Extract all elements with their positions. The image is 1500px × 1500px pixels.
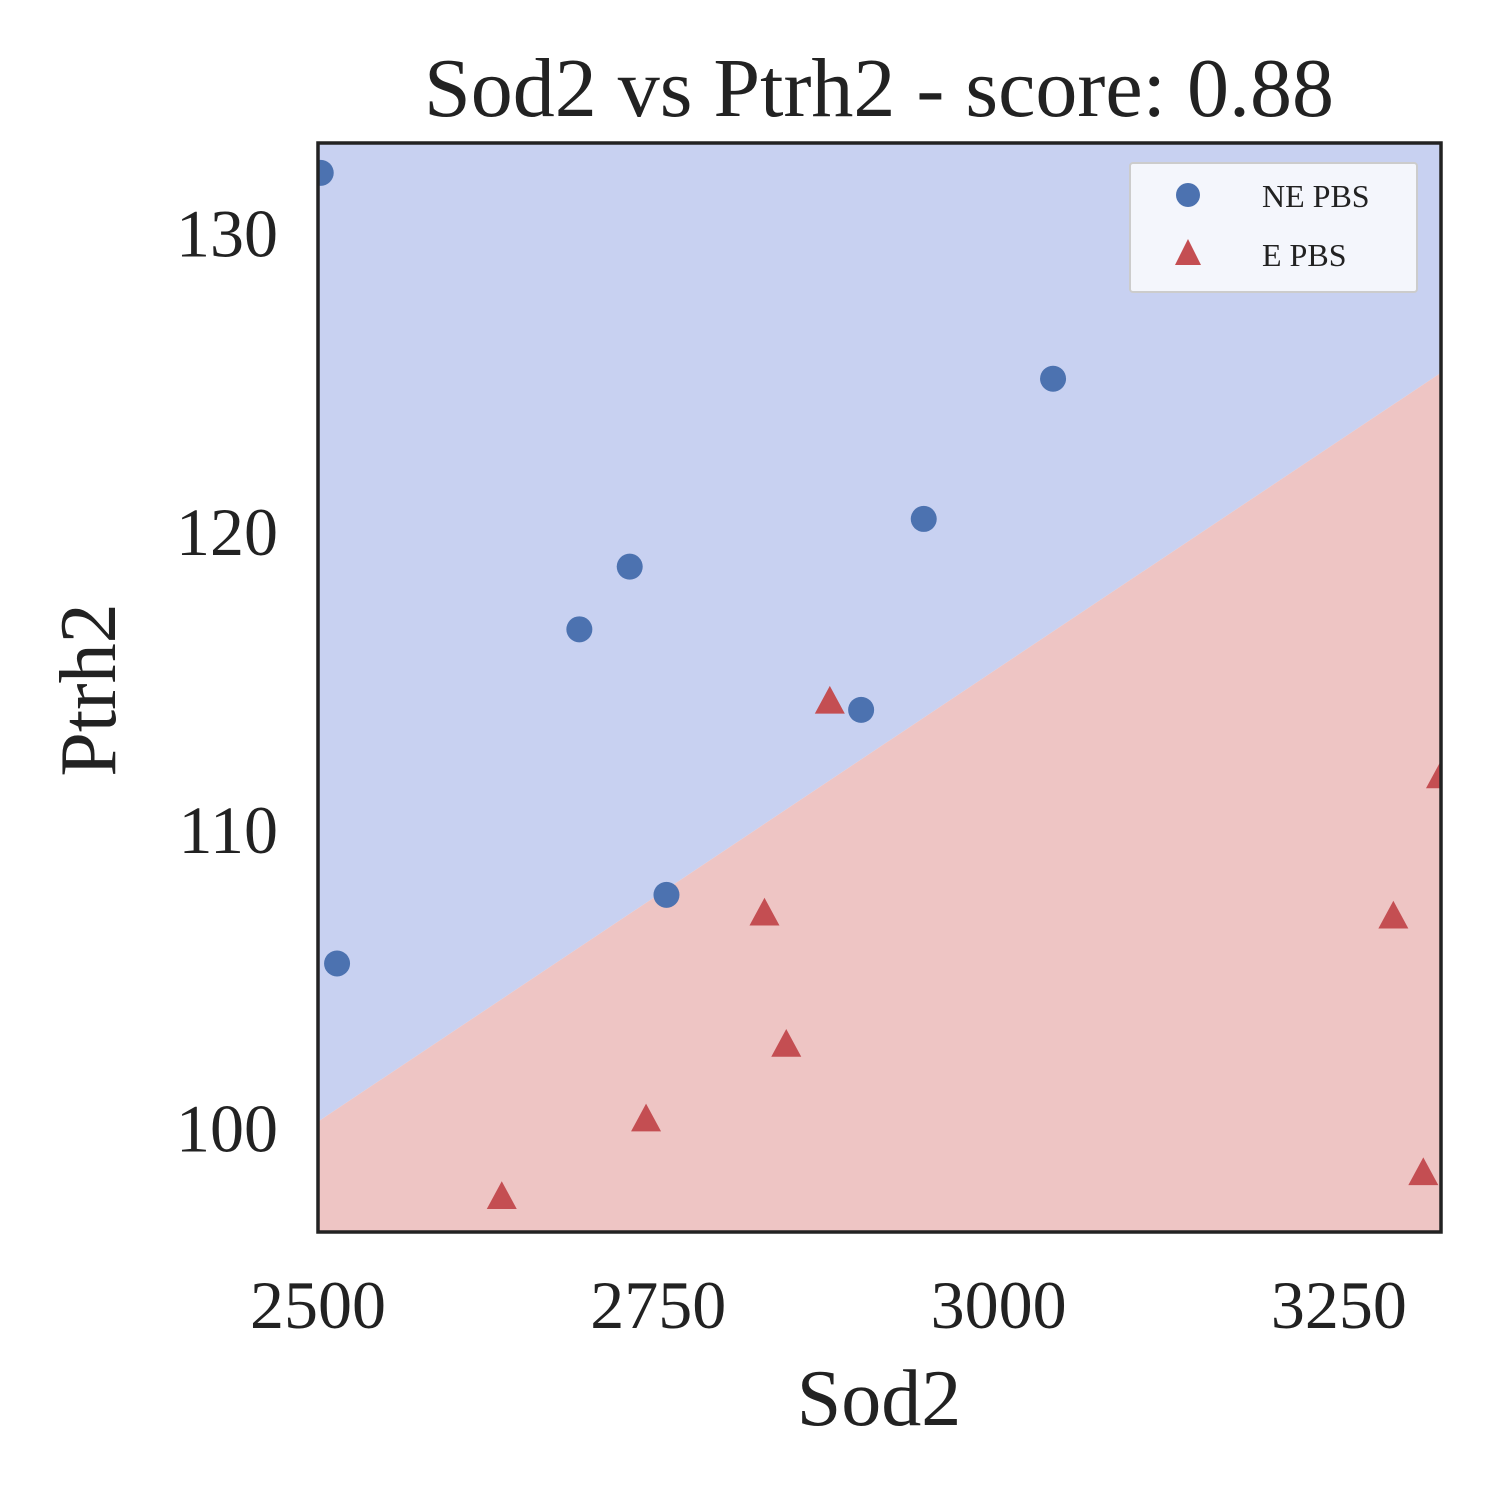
y-tick-label-0: 100	[176, 1091, 278, 1167]
ne-pbs-point-7	[1040, 365, 1067, 392]
ne-pbs-point-1	[324, 950, 351, 977]
plot-area	[318, 143, 1441, 1232]
legend-marker-e-pbs	[1175, 239, 1201, 265]
legend-marker-ne-pbs	[1176, 183, 1200, 207]
e-pbs-point-7	[1426, 760, 1441, 789]
e-pbs-point-3	[771, 1029, 802, 1057]
region-ne-pbs	[318, 143, 1441, 1122]
ne-pbs-point-5	[848, 696, 875, 723]
ne-pbs-point-4	[653, 881, 680, 908]
data-points	[318, 159, 1441, 1209]
y-axis-ticks: 100 110 120 130	[176, 196, 278, 1167]
region-e-pbs	[318, 372, 1441, 1232]
x-tick-label-3: 3250	[1271, 1267, 1407, 1343]
legend-label-e-pbs: E PBS	[1262, 237, 1346, 273]
ne-pbs-point-2	[566, 616, 593, 643]
plot-frame	[316, 141, 1443, 1234]
x-tick-label-1: 2750	[590, 1267, 726, 1343]
y-tick-label-1: 110	[179, 792, 278, 868]
e-pbs-point-6	[1408, 1157, 1439, 1186]
y-tick-label-3: 130	[176, 196, 278, 272]
e-pbs-point-0	[486, 1181, 517, 1209]
x-tick-label-0: 2500	[250, 1267, 386, 1343]
legend-label-ne-pbs: NE PBS	[1262, 178, 1370, 214]
chart-title: Sod2 vs Ptrh2 - score: 0.88	[424, 42, 1334, 135]
e-pbs-point-4	[814, 685, 845, 714]
x-axis-label: Sod2	[797, 1355, 962, 1443]
legend-box	[1129, 162, 1418, 293]
y-tick-label-2: 120	[176, 494, 278, 570]
ne-pbs-point-3	[616, 553, 643, 580]
e-pbs-point-5	[1378, 900, 1409, 929]
e-pbs-point-2	[749, 897, 780, 926]
e-pbs-point-1	[631, 1103, 662, 1132]
ne-pbs-point-6	[910, 505, 937, 532]
legend: NE PBS E PBS	[1129, 162, 1418, 293]
ne-pbs-point-0	[318, 159, 334, 186]
x-axis-ticks: 2500 2750 3000 3250	[250, 1267, 1407, 1343]
y-axis-label: Ptrh2	[45, 603, 133, 776]
x-tick-label-2: 3000	[931, 1267, 1067, 1343]
